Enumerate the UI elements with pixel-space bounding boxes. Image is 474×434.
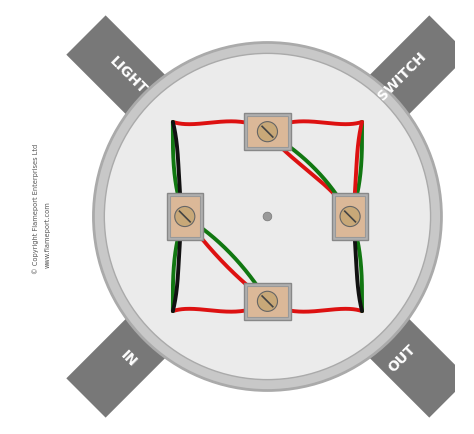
Text: © Copyright Flameport Enterprises Ltd: © Copyright Flameport Enterprises Ltd bbox=[33, 143, 39, 273]
Text: www.flameport.com: www.flameport.com bbox=[45, 201, 51, 268]
Circle shape bbox=[93, 43, 441, 391]
Text: IN: IN bbox=[118, 347, 139, 369]
Circle shape bbox=[257, 292, 277, 312]
Circle shape bbox=[257, 122, 277, 142]
Bar bbox=[332, 193, 368, 240]
Circle shape bbox=[175, 207, 195, 227]
Bar bbox=[244, 114, 291, 151]
Text: SWITCH: SWITCH bbox=[375, 49, 429, 103]
Circle shape bbox=[104, 54, 430, 380]
Circle shape bbox=[263, 213, 272, 221]
Bar bbox=[247, 117, 288, 148]
Circle shape bbox=[340, 207, 360, 227]
Text: OUT: OUT bbox=[386, 342, 419, 375]
Bar bbox=[166, 193, 203, 240]
Bar bbox=[335, 196, 365, 238]
Text: LIGHT: LIGHT bbox=[107, 55, 150, 97]
Bar bbox=[247, 286, 288, 317]
Bar bbox=[244, 283, 291, 320]
Bar bbox=[170, 196, 200, 238]
